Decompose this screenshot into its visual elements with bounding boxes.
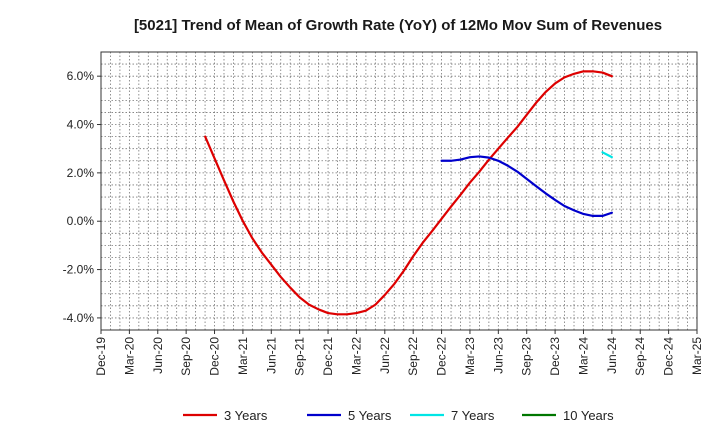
- x-tick-label: Sep-22: [406, 337, 420, 376]
- legend-label: 3 Years: [224, 408, 268, 423]
- x-tick-label: Jun-22: [378, 337, 392, 374]
- x-tick-label: Mar-20: [122, 337, 136, 375]
- legend: 3 Years 5 Years 7 Years 10 Years: [183, 408, 614, 423]
- y-tick-label: -4.0%: [63, 311, 95, 325]
- y-tick-label: 2.0%: [67, 166, 95, 180]
- plot-background: [101, 52, 697, 330]
- x-tick-label: Mar-22: [349, 337, 363, 375]
- x-tick-label: Dec-24: [662, 337, 676, 376]
- series-line-7-years: [601, 151, 613, 159]
- legend-label: 7 Years: [451, 408, 495, 423]
- x-tick-label: Sep-21: [293, 337, 307, 376]
- x-tick-label: Sep-24: [633, 337, 647, 376]
- chart-title: [5021] Trend of Mean of Growth Rate (YoY…: [134, 17, 662, 34]
- x-tick-label: Jun-21: [264, 337, 278, 374]
- x-tick-label: Sep-23: [520, 337, 534, 376]
- plot-border: [100, 51, 698, 331]
- legend-label: 10 Years: [563, 408, 614, 423]
- plot-area: [101, 52, 697, 330]
- series-line-5-years: [440, 155, 613, 217]
- x-tick-label: Mar-25: [690, 337, 704, 375]
- x-tick-label: Dec-19: [94, 337, 108, 376]
- x-tick-label: Mar-23: [463, 337, 477, 375]
- y-tick-label: 4.0%: [67, 118, 95, 132]
- x-tick-label: Jun-23: [491, 337, 505, 374]
- y-tick-label: 6.0%: [67, 69, 95, 83]
- x-tick-label: Dec-21: [321, 337, 335, 376]
- x-tick-label: Dec-22: [435, 337, 449, 376]
- x-tick-label: Jun-20: [151, 337, 165, 374]
- grid: [101, 52, 697, 330]
- y-tick-label: -2.0%: [63, 263, 95, 277]
- x-tick-label: Mar-24: [576, 337, 590, 375]
- legend-label: 5 Years: [348, 408, 392, 423]
- y-tick-label: 0.0%: [67, 214, 95, 228]
- x-tick-label: Mar-21: [236, 337, 250, 375]
- axes: -4.0% -2.0% 0.0% 2.0% 4.0% 6.0% Dec-19 Mar-20 Ju…: [63, 51, 704, 376]
- series-layer: [204, 70, 613, 316]
- x-tick-label: Sep-20: [179, 337, 193, 376]
- x-tick-label: Dec-23: [548, 337, 562, 376]
- series-line-3-years: [204, 70, 613, 316]
- x-tick-label: Dec-20: [208, 337, 222, 376]
- x-tick-label: Jun-24: [605, 337, 619, 374]
